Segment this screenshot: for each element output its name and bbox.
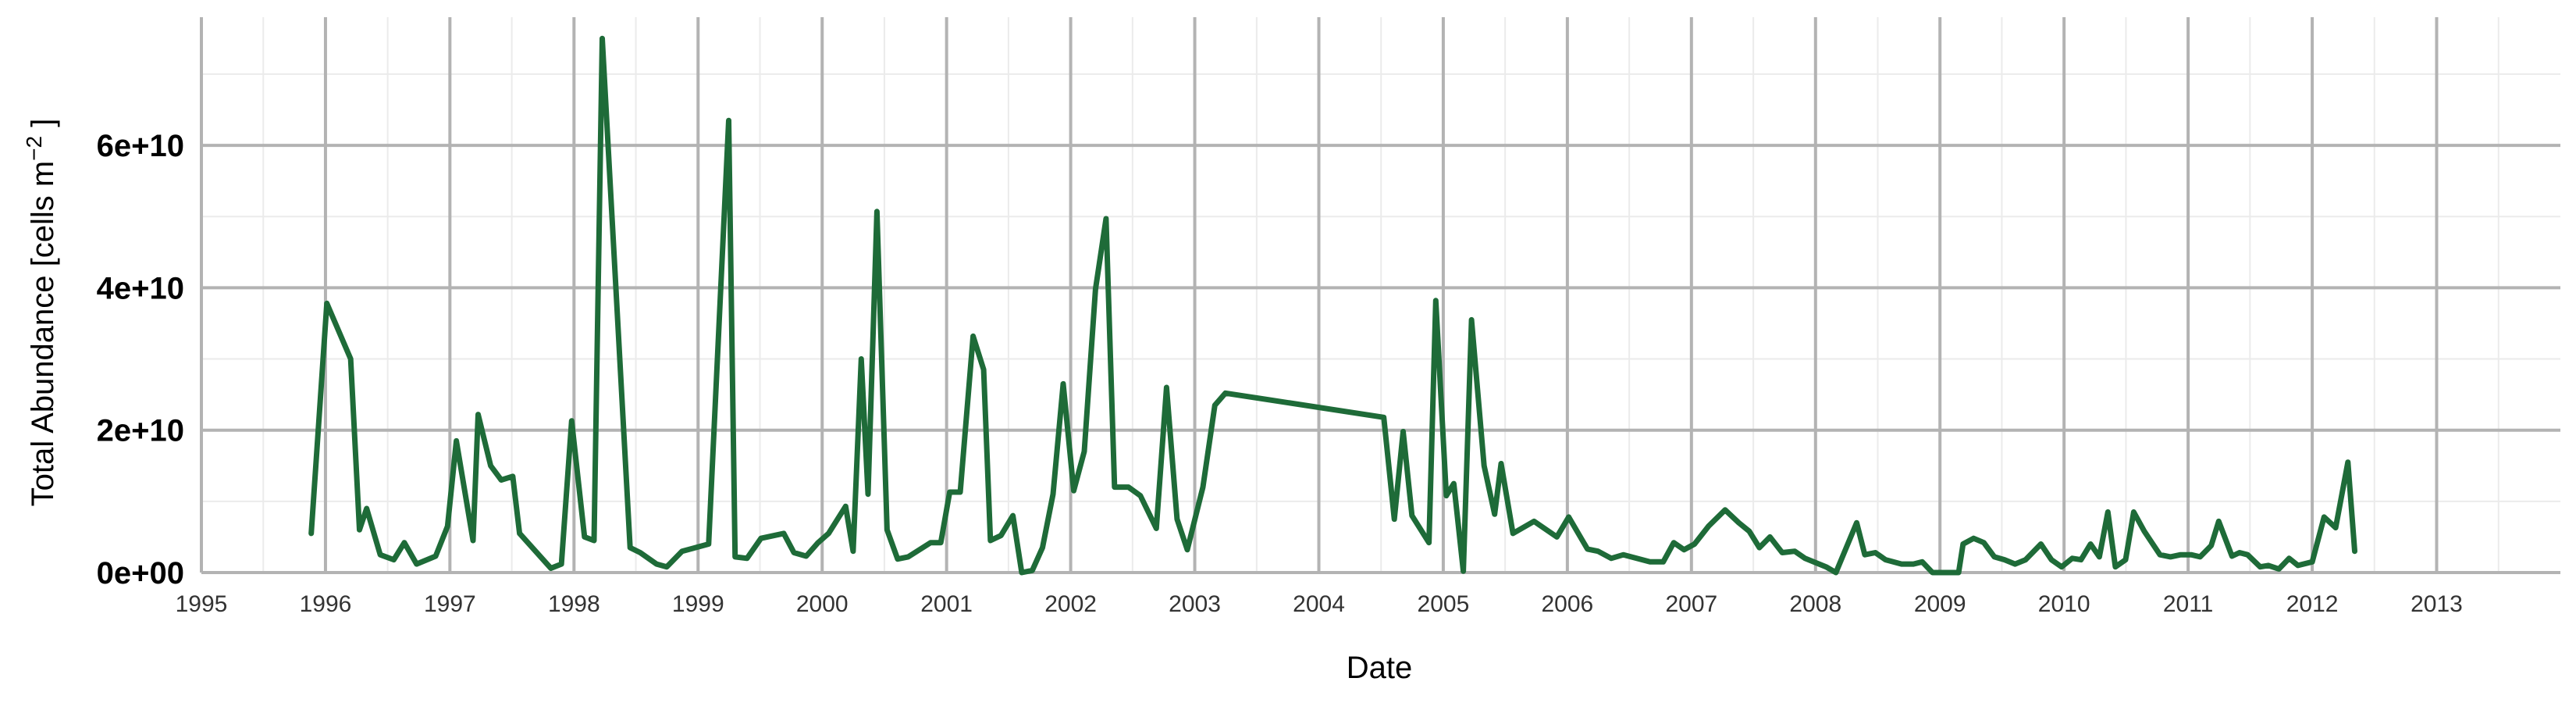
x-tick-labels: 1995 1996 1997 1998 1999 2000 2001 2002 2003 2004… xyxy=(176,591,2463,617)
x-axis-title: Date xyxy=(1347,651,1413,685)
x-tick-label: 2001 xyxy=(920,591,973,617)
x-tick-label: 1997 xyxy=(424,591,476,617)
series-layer xyxy=(308,35,2357,576)
y-axis-title-superscript: −2 xyxy=(22,136,46,161)
x-tick-label: 2003 xyxy=(1169,591,1221,617)
x-tick-label: 1995 xyxy=(176,591,228,617)
x-tick-label: 2000 xyxy=(796,591,849,617)
x-tick-label: 2010 xyxy=(2038,591,2090,617)
y-tick-label: 6e+10 xyxy=(97,129,184,163)
x-tick-label: 2008 xyxy=(1789,591,1841,617)
y-tick-labels: 0e+00 2e+10 4e+10 6e+10 xyxy=(97,129,184,591)
x-tick-label: 2004 xyxy=(1293,591,1345,617)
x-tick-label: 2009 xyxy=(1914,591,1966,617)
x-tick-label: 2007 xyxy=(1665,591,1717,617)
x-tick-label: 2011 xyxy=(2163,591,2214,617)
x-tick-label: 2006 xyxy=(1542,591,1594,617)
x-tick-label: 2013 xyxy=(2411,591,2463,617)
y-axis-title: Total Abundance [cells m−2 ] xyxy=(22,119,61,507)
x-tick-label: 1999 xyxy=(672,591,724,617)
grid-layer xyxy=(200,17,2560,574)
y-tick-label: 0e+00 xyxy=(97,556,184,591)
y-tick-label: 4e+10 xyxy=(97,271,184,305)
x-tick-label: 1998 xyxy=(548,591,600,617)
y-axis-title-suffix: ] xyxy=(26,119,60,136)
series-line xyxy=(308,35,2357,576)
y-tick-label: 2e+10 xyxy=(97,414,184,448)
x-tick-label: 2012 xyxy=(2286,591,2339,617)
x-tick-label: 2005 xyxy=(1418,591,1470,617)
y-axis-title-main: Total Abundance [cells m xyxy=(26,161,60,506)
x-tick-label: 2002 xyxy=(1044,591,1097,617)
x-tick-label: 1996 xyxy=(300,591,352,617)
